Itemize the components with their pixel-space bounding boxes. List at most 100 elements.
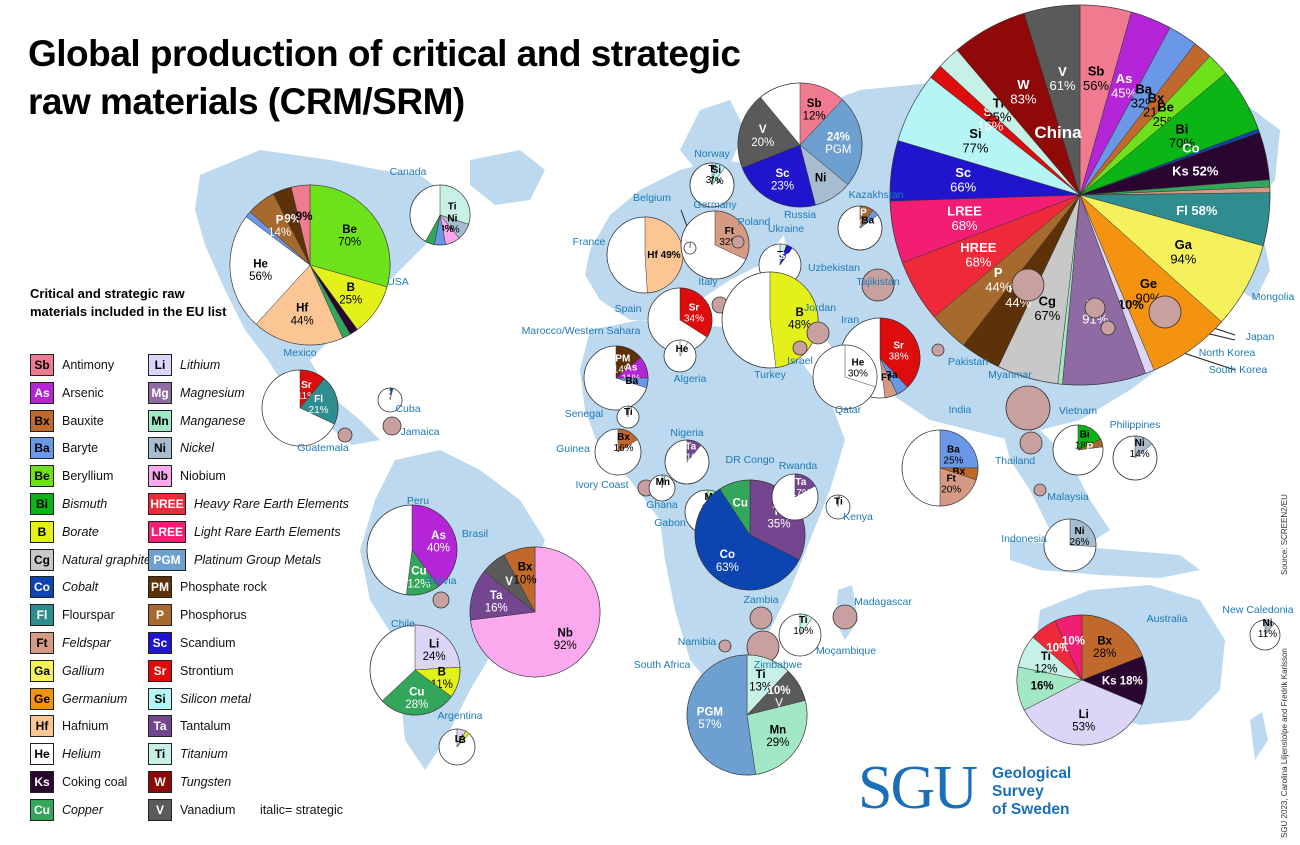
legend-item-ga: Ga Gallium (30, 659, 104, 683)
legend-item-ks: Ks Coking coal (30, 770, 127, 794)
country-label-spain: Spain (615, 303, 642, 315)
country-label-gabon: Gabon (654, 517, 686, 529)
country-label-malaysia: Malaysia (1047, 491, 1089, 503)
slice-label: Ni (815, 172, 827, 184)
country-label-argentina: Argentina (438, 710, 483, 722)
slice-label: 77% (962, 140, 988, 155)
legend-swatch: Sc (148, 632, 172, 654)
slice-label: HREE (960, 240, 996, 255)
slice-label: 20% (941, 484, 961, 495)
pie-background (718, 639, 732, 653)
legend-label: Cobalt (62, 580, 99, 595)
slice-label: 30% (848, 369, 868, 380)
slice-label: 14% (1130, 449, 1150, 460)
legend-label: Manganese (180, 413, 246, 428)
new-zealand (1250, 712, 1268, 760)
pie-background (861, 268, 895, 302)
country-label-mo-ambique: Moçambique (816, 645, 876, 657)
slice-label: V (775, 697, 783, 709)
slice-label: Be (1157, 99, 1174, 114)
map-title: Global production of critical and strate… (28, 30, 741, 126)
slice-label: Hf (296, 303, 308, 315)
legend-label: Tungsten (180, 775, 232, 789)
legend-item-mn: Mn Manganese (148, 409, 245, 433)
pie-slice-ti (837, 494, 840, 508)
legend-swatch: Li (148, 354, 172, 376)
slice-label: 70% (338, 236, 361, 248)
legend-label: Hafnium (62, 719, 109, 734)
pie-ghana: Mn (648, 474, 676, 502)
legend-item-li: Li Lithium (148, 353, 220, 377)
slice-label: 10% (1046, 643, 1069, 655)
pie-background (1005, 385, 1051, 431)
slice-label: Ta (685, 442, 696, 453)
pie-slice-sc (742, 144, 816, 208)
pie-slice-fl (299, 378, 339, 425)
slice-label: Ga (1175, 237, 1193, 252)
country-label-italy: Italy (698, 276, 718, 288)
pie-slice-ta (686, 439, 702, 463)
legend-label: Natural graphite (62, 552, 151, 567)
legend-swatch: Ta (148, 715, 172, 738)
slice-label: Bi (1080, 429, 1090, 440)
legend-swatch: B (30, 520, 54, 543)
country-label-france: France (573, 236, 606, 248)
legend-swatch: Sb (30, 354, 54, 376)
slice-label: 68% (951, 218, 977, 233)
slice-label: Sb (807, 98, 822, 110)
legend-item-as: As Arsenic (30, 381, 104, 405)
legend-label: Nickel (180, 441, 215, 456)
slice-label: 23% (771, 181, 794, 193)
country-label-australia: Australia (1147, 613, 1188, 625)
slice-label: 26% (1069, 537, 1089, 548)
legend-label: Beryllium (62, 469, 114, 484)
pie-namibia (718, 639, 732, 653)
pie-background (382, 416, 402, 436)
legend-swatch: Mn (148, 409, 172, 432)
slice-label: Ni (1135, 438, 1145, 449)
slice-label: Ft (725, 226, 735, 237)
pie-israel (792, 340, 808, 356)
pie-slice-v (737, 96, 801, 169)
pie-background (806, 321, 830, 345)
legend-item-ti: Ti Titanium (148, 742, 228, 766)
legend-item-lree: LREE Light Rare Earth Elements (148, 520, 341, 544)
pie-kazakhstan: P10%Ba (837, 205, 883, 251)
legend-swatch: HREE (148, 493, 186, 515)
legend-heading: Critical and strategic raw materials inc… (30, 286, 227, 319)
legend-label: Strontium (180, 663, 234, 678)
slice-label: Ft (946, 473, 956, 484)
legend-swatch: Nb (148, 465, 172, 488)
slice-label: 12% (803, 111, 826, 123)
slice-label: V (1058, 64, 1067, 79)
country-label-guinea: Guinea (556, 443, 590, 455)
slice-label: Bx (617, 432, 630, 443)
slice-label: Ks 18% (1102, 675, 1143, 687)
slice-label: 16% (1031, 681, 1054, 693)
slice-label: B (796, 307, 804, 319)
slice-label: Ba (885, 370, 898, 381)
country-label-madagascar: Madagascar (854, 596, 912, 608)
pie-algeria: He (663, 339, 697, 373)
slice-label: 83% (1010, 91, 1036, 106)
legend-label: Bismuth (62, 497, 108, 511)
scandinavia (680, 100, 745, 175)
sgu-logo-text: Geological Survey of Sweden (992, 765, 1071, 819)
pie-slice-sb (290, 184, 311, 266)
pie-slice-sr (879, 317, 921, 388)
slice-label: 9% (284, 214, 301, 226)
slice-label: Li (1079, 709, 1089, 721)
slice-label: Si (969, 126, 981, 141)
slice-label: Bx (518, 562, 533, 574)
legend-item-pgm: PGM Platinum Group Metals (148, 548, 321, 572)
slice-label: Cu (409, 687, 424, 699)
